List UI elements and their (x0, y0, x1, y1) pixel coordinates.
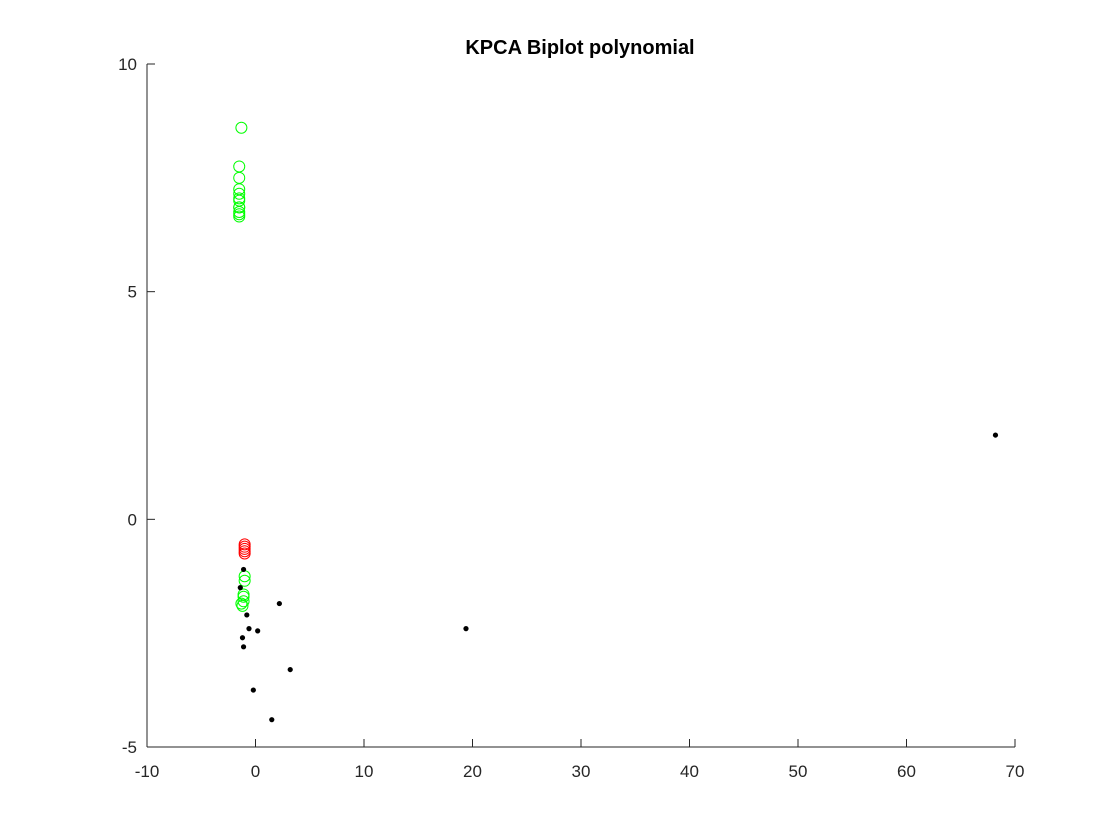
data-point (233, 201, 246, 214)
x-tick-label: 10 (355, 762, 374, 781)
data-point (233, 210, 246, 223)
x-tick-label: 40 (680, 762, 699, 781)
data-point (239, 635, 246, 641)
data-point (235, 121, 248, 134)
data-point (240, 644, 247, 650)
data-point (244, 612, 250, 618)
data-point (236, 599, 249, 612)
x-tick-label: -10 (135, 762, 160, 781)
x-tick-label: 20 (463, 762, 482, 781)
y-tick-label: 0 (128, 510, 137, 529)
data-point (238, 574, 251, 587)
x-tick-label: 70 (1006, 762, 1025, 781)
y-tick-label: 5 (128, 283, 137, 302)
data-point (237, 590, 250, 603)
y-tick-label: 10 (118, 55, 137, 74)
data-point (269, 717, 275, 723)
data-point (276, 600, 282, 607)
data-point (287, 666, 293, 673)
x-tick-label: 0 (251, 762, 260, 781)
data-point (237, 595, 250, 608)
data-point (233, 187, 246, 200)
x-tick-label: 60 (897, 762, 916, 781)
axes: -10 0 10 20 30 40 50 60 70 -5 0 5 10 (118, 55, 1024, 781)
data-point (250, 687, 256, 693)
data-point (992, 432, 999, 438)
x-tick-label: 50 (789, 762, 808, 781)
data-point (246, 626, 252, 632)
data-point (255, 628, 261, 634)
x-tick-label: 30 (572, 762, 591, 781)
y-tick-label: -5 (122, 738, 137, 757)
chart-title: KPCA Biplot polynomial (465, 37, 694, 59)
data-point (233, 194, 246, 207)
data-point (235, 597, 248, 610)
data-point (237, 585, 243, 591)
plot-area (233, 121, 999, 723)
data-point (463, 626, 469, 632)
data-point (240, 566, 247, 573)
data-point (238, 547, 251, 560)
